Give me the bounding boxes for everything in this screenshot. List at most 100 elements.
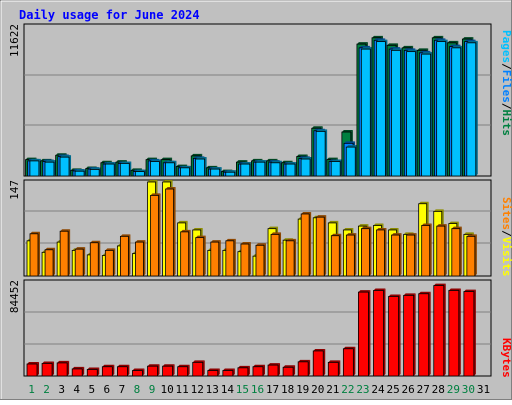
x-tick-label: 17 [266, 383, 279, 396]
bar-sites [391, 233, 402, 277]
bar-sites [29, 231, 40, 277]
bar-sites [180, 229, 191, 277]
bar-pages [270, 160, 282, 177]
bar-sites [345, 233, 357, 277]
bar-kbytes [448, 288, 461, 377]
bar-kbytes [388, 294, 401, 377]
legend-sites-visits: Sites/Visits [500, 197, 512, 277]
bar-pages [315, 129, 328, 177]
legend-kbytes: KBytes [500, 338, 512, 378]
bar-sites [270, 232, 282, 277]
x-tick-label: 5 [88, 383, 95, 396]
bar-sites [285, 238, 297, 277]
bar-pages [330, 159, 343, 177]
legend-files: Files [500, 70, 512, 103]
bar-sites [195, 235, 206, 277]
bar-pages [44, 160, 56, 177]
x-tick-label: 1 [28, 383, 35, 396]
bar-pages [180, 165, 192, 177]
bar-kbytes [252, 364, 265, 377]
bar-kbytes [26, 362, 39, 377]
x-tick-label: 21 [326, 383, 339, 396]
bar-pages [89, 167, 102, 177]
legend-separator: / [500, 230, 512, 237]
bar-kbytes [207, 368, 220, 377]
x-tick-label: 23 [356, 383, 369, 396]
bar-sites [451, 226, 462, 277]
bar-sites [255, 243, 266, 277]
bar-pages [466, 40, 478, 177]
bar-pages [300, 157, 313, 177]
bar-pages [74, 169, 87, 177]
bar-pages [255, 160, 267, 177]
y-max-label-hits: 11622 [8, 24, 21, 57]
bar-pages [210, 167, 222, 177]
bar-kbytes [192, 360, 205, 377]
bar-pages [375, 39, 388, 177]
bar-kbytes [41, 361, 55, 377]
bar-pages [195, 157, 207, 177]
x-tick-label: 19 [296, 383, 309, 396]
bar-kbytes [162, 364, 175, 377]
bar-kbytes [267, 363, 281, 377]
bar-kbytes [312, 348, 326, 377]
bar-kbytes [56, 360, 70, 377]
bar-sites [119, 234, 131, 277]
x-tick-label: 24 [371, 383, 385, 396]
x-tick-label: 10 [160, 383, 173, 396]
bar-sites [240, 242, 251, 277]
bar-pages [134, 169, 147, 177]
bar-kbytes [132, 368, 145, 377]
x-tick-label: 7 [119, 383, 126, 396]
x-tick-label: 31 [477, 383, 490, 396]
bar-pages [29, 158, 41, 177]
bar-kbytes [147, 364, 160, 377]
bar-sites [89, 240, 101, 277]
y-max-label-kbytes: 84452 [8, 280, 21, 313]
legend-separator: / [500, 103, 512, 110]
bar-pages [406, 49, 418, 177]
bar-pages [451, 45, 463, 177]
x-tick-label: 9 [149, 383, 156, 396]
x-tick-label: 28 [432, 383, 445, 396]
bar-sites [315, 215, 327, 277]
y-max-label-visits: 147 [8, 180, 21, 200]
legend-hits: Hits [500, 110, 512, 137]
bar-pages [285, 162, 297, 177]
bar-sites [44, 247, 56, 277]
x-tick-label: 8 [134, 383, 141, 396]
bar-sites [135, 240, 146, 277]
bar-sites [104, 248, 116, 277]
bar-sites [210, 240, 221, 277]
x-tick-label: 18 [281, 383, 294, 396]
bar-pages [421, 52, 433, 177]
x-tick-label: 4 [73, 383, 80, 396]
bar-kbytes [116, 364, 130, 377]
x-tick-label: 26 [402, 383, 415, 396]
bar-pages [436, 39, 448, 177]
x-tick-label: 29 [447, 383, 460, 396]
bar-pages [360, 47, 373, 177]
bar-sites [300, 211, 312, 277]
bar-pages [104, 162, 117, 177]
bar-kbytes [358, 290, 371, 377]
bar-kbytes [342, 346, 356, 377]
bar-kbytes [373, 288, 386, 377]
bar-sites [165, 187, 176, 277]
x-tick-label: 15 [236, 383, 249, 396]
x-tick-label: 13 [206, 383, 219, 396]
x-tick-label: 30 [462, 383, 475, 396]
bar-pages [150, 159, 162, 177]
bar-kbytes [297, 359, 311, 377]
bar-kbytes [463, 289, 476, 377]
x-tick-label: 27 [417, 383, 430, 396]
x-tick-label: 22 [341, 383, 354, 396]
bar-sites [150, 193, 161, 277]
bar-kbytes [418, 291, 431, 377]
x-axis-labels: 1 2 3 4 5 6 7 8 9 10 11 12 13 14 15 16 17 18 19 20 21 22 23 24 2… [28, 383, 490, 396]
bar-pages [345, 145, 358, 177]
bar-sites [225, 238, 236, 277]
bar-kbytes [101, 364, 115, 377]
bar-sites [59, 229, 71, 277]
